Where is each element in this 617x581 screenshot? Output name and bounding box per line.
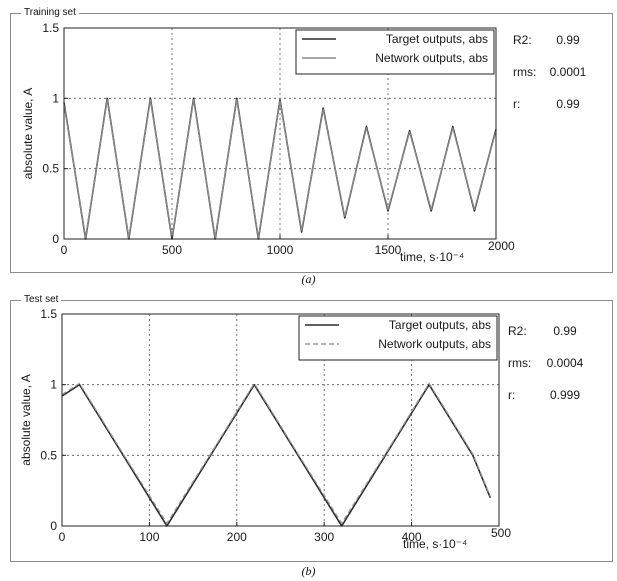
chart1-stat-label-2: rms: — [513, 65, 536, 79]
chart2-y-tick-label: 0 — [50, 519, 57, 533]
chart1-stat-label-1: R2: — [513, 33, 532, 47]
chart1-x-tick-label: 0 — [61, 243, 68, 257]
chart1-x-axis-label: time, s·10⁻⁴ — [400, 250, 464, 264]
chart1-legend-label-2: Network outputs, abs — [375, 51, 488, 65]
chart1-legend-label-1: Target outputs, abs — [386, 32, 488, 46]
chart2-x-tick-label: 200 — [227, 530, 247, 544]
chart1-y-tick-label: 1.5 — [42, 21, 59, 35]
chart1-y-axis-label: absolute value, A — [21, 88, 35, 179]
chart2-legend-label-2: Network outputs, abs — [378, 337, 491, 351]
chart1-y-tick-label: 0.5 — [42, 162, 59, 176]
chart1-x-tick-label: 500 — [162, 243, 182, 257]
chart2-stat-label-1: R2: — [508, 324, 527, 338]
chart1-stat-value-3: 0.99 — [556, 97, 580, 111]
chart2-legend — [298, 315, 498, 361]
caption-b: (b) — [301, 564, 316, 578]
chart1-x-tick-label: 1000 — [267, 243, 294, 257]
test-set-panel: Test set — [10, 293, 613, 562]
chart2-y-tick-label: 0.5 — [40, 448, 57, 462]
chart2-stat-value-2: 0.0004 — [547, 356, 584, 370]
chart2-x-tick-label: 500 — [491, 526, 511, 540]
chart1-series-2-line — [63, 99, 497, 239]
chart1-y-tick-label: 1 — [52, 91, 59, 105]
chart2-axes-frame — [61, 313, 500, 527]
chart1-x-tick-label: 1500 — [375, 243, 402, 257]
chart1-stat-label-3: r: — [513, 97, 520, 111]
training-set-title: Training set — [21, 6, 79, 20]
chart2-y-axis-label: absolute value, A — [19, 374, 33, 465]
chart1-stat-value-2: 0.0001 — [550, 65, 587, 79]
chart1-x-tick-label: 2000 — [488, 239, 515, 253]
chart2-x-tick-label: 100 — [139, 530, 159, 544]
chart2-stat-label-2: rms: — [508, 356, 531, 370]
chart2-x-axis-label: time, s·10⁻⁴ — [403, 537, 467, 551]
chart2-y-tick-label: 1.5 — [40, 307, 57, 321]
chart2-stat-label-3: r: — [508, 388, 515, 402]
caption-a: (a) — [301, 272, 316, 286]
training-set-panel: Training set — [10, 6, 613, 273]
chart2-stat-value-3: 0.999 — [550, 388, 580, 402]
chart2-y-tick-label: 1 — [50, 378, 57, 392]
chart2-series-2-line — [61, 382, 491, 524]
test-set-title: Test set — [21, 293, 62, 307]
chart2-x-tick-label: 300 — [314, 530, 334, 544]
chart1-stat-value-1: 0.99 — [556, 33, 580, 47]
chart2-stat-value-1: 0.99 — [553, 324, 577, 338]
chart2-legend-label-1: Target outputs, abs — [389, 318, 491, 332]
chart1-y-tick-label: 0 — [52, 232, 59, 246]
chart1-legend — [295, 29, 495, 75]
chart2-x-tick-label: 0 — [59, 530, 66, 544]
chart2-x-tick-label: 400 — [402, 530, 422, 544]
chart2-series-1-line — [61, 383, 492, 527]
